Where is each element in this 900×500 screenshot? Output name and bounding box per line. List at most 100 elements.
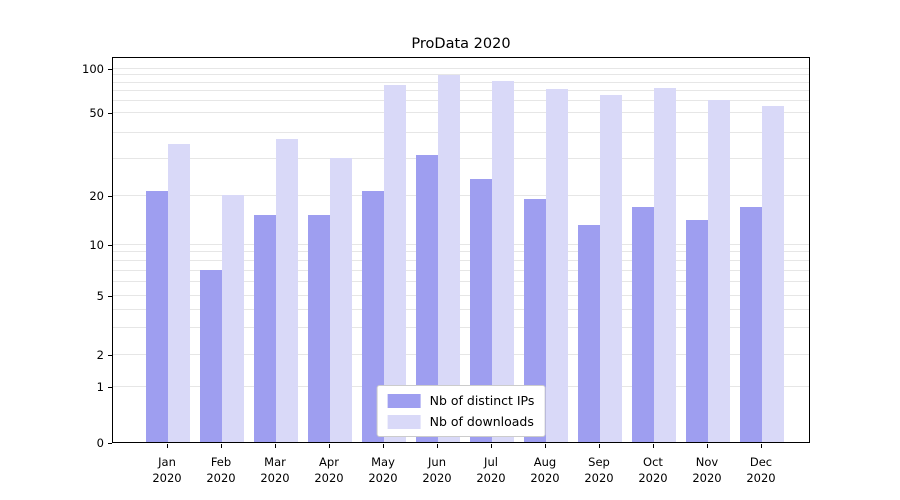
bar-distinct-ips-aug: [524, 198, 546, 442]
y-tick-mark-5: [108, 295, 112, 297]
x-tick-label-jan: Jan 2020: [140, 454, 194, 486]
x-tick-mark-jul: [491, 444, 492, 448]
bar-distinct-ips-nov: [686, 220, 708, 442]
gridline-y-10: [113, 243, 809, 245]
x-tick-mark-may: [383, 444, 384, 448]
x-tick-month: Dec: [749, 455, 773, 469]
x-tick-year: 2020: [206, 471, 236, 485]
bar-downloads-dec: [762, 105, 784, 442]
x-tick-label-may: May 2020: [356, 454, 410, 486]
x-tick-mark-apr: [329, 444, 330, 448]
gridline-y-40: [113, 131, 809, 133]
gridline-y-20: [113, 194, 809, 196]
y-tick-mark-20: [108, 195, 112, 197]
legend-item-downloads: Nb of downloads: [387, 414, 535, 429]
chart-title: ProData 2020: [411, 36, 511, 52]
x-tick-year: 2020: [422, 471, 452, 485]
x-tick-label-jul: Jul 2020: [464, 454, 518, 486]
x-tick-month: Jan: [158, 455, 176, 469]
x-tick-label-aug: Aug 2020: [518, 454, 572, 486]
x-tick-label-dec: Dec 2020: [734, 454, 788, 486]
bar-downloads-nov: [708, 100, 730, 442]
x-tick-mark-jun: [437, 444, 438, 448]
x-tick-mark-dec: [761, 444, 762, 448]
bar-distinct-ips-mar: [254, 215, 276, 442]
y-tick-label-100: 100: [82, 62, 104, 76]
legend-label-downloads: Nb of downloads: [429, 414, 534, 429]
x-tick-mark-feb: [221, 444, 222, 448]
gridline-y-70: [113, 90, 809, 92]
x-tick-month: Mar: [264, 455, 286, 469]
x-tick-month: Aug: [533, 455, 557, 469]
x-tick-month: Nov: [695, 455, 719, 469]
x-tick-label-feb: Feb 2020: [194, 454, 248, 486]
x-tick-year: 2020: [314, 471, 344, 485]
bar-distinct-ips-sep: [578, 225, 600, 442]
x-tick-year: 2020: [530, 471, 560, 485]
x-tick-year: 2020: [746, 471, 776, 485]
gridline-y-90: [113, 74, 809, 76]
x-tick-mark-aug: [545, 444, 546, 448]
gridlines: [113, 58, 809, 442]
y-tick-label-20: 20: [89, 189, 104, 203]
bar-distinct-ips-dec: [740, 206, 762, 442]
x-tick-mark-sep: [599, 444, 600, 448]
gridline-y-5: [113, 294, 809, 296]
bar-distinct-ips-jan: [146, 190, 168, 442]
y-tick-label-5: 5: [96, 289, 104, 303]
legend-item-distinct-ips: Nb of distinct IPs: [387, 393, 535, 408]
x-tick-month: Feb: [210, 455, 232, 469]
x-tick-mark-mar: [275, 444, 276, 448]
gridline-y-7: [113, 269, 809, 271]
y-tick-label-1: 1: [96, 380, 104, 394]
bar-downloads-jan: [168, 144, 190, 442]
x-tick-month: Jun: [428, 455, 446, 469]
y-tick-label-2: 2: [96, 348, 104, 362]
gridline-y-30: [113, 157, 809, 159]
bar-distinct-ips-oct: [632, 206, 654, 442]
x-tick-year: 2020: [260, 471, 290, 485]
gridline-y-100: [113, 67, 809, 69]
bar-distinct-ips-feb: [200, 270, 222, 442]
bar-downloads-aug: [546, 88, 568, 442]
x-tick-label-sep: Sep 2020: [572, 454, 626, 486]
gridline-y-2: [113, 353, 809, 355]
legend: Nb of distinct IPs Nb of downloads: [376, 385, 546, 437]
x-tick-year: 2020: [584, 471, 614, 485]
x-tick-label-mar: Mar 2020: [248, 454, 302, 486]
x-tick-month: May: [371, 455, 395, 469]
legend-swatch-distinct-ips: [387, 393, 421, 408]
x-tick-label-oct: Oct 2020: [626, 454, 680, 486]
y-tick-label-50: 50: [89, 106, 104, 120]
bar-downloads-may: [384, 84, 406, 442]
y-tick-mark-1: [108, 386, 112, 388]
bar-distinct-ips-apr: [308, 215, 330, 442]
legend-label-distinct-ips: Nb of distinct IPs: [429, 393, 535, 408]
x-tick-year: 2020: [152, 471, 182, 485]
bars: [113, 58, 809, 442]
gridline-y-80: [113, 81, 809, 83]
gridline-y-50: [113, 111, 809, 113]
bar-downloads-feb: [222, 195, 244, 442]
bar-downloads-sep: [600, 95, 622, 442]
gridline-y-8: [113, 259, 809, 261]
bar-downloads-mar: [276, 139, 298, 442]
y-tick-mark-100: [108, 68, 112, 70]
gridline-y-3: [113, 327, 809, 329]
y-tick-mark-0: [108, 442, 112, 444]
x-tick-month: Apr: [319, 455, 339, 469]
bar-distinct-ips-may: [362, 190, 384, 442]
gridline-y-60: [113, 99, 809, 101]
y-tick-label-0: 0: [96, 436, 104, 450]
plot-area: Nb of distinct IPs Nb of downloads: [112, 57, 810, 443]
y-tick-mark-2: [108, 354, 112, 356]
x-tick-month: Jul: [484, 455, 498, 469]
bar-distinct-ips-jul: [470, 178, 492, 442]
gridline-y-9: [113, 251, 809, 253]
bar-downloads-jun: [438, 74, 460, 442]
x-tick-year: 2020: [638, 471, 668, 485]
x-tick-year: 2020: [476, 471, 506, 485]
legend-swatch-downloads: [387, 414, 421, 429]
x-tick-label-jun: Jun 2020: [410, 454, 464, 486]
